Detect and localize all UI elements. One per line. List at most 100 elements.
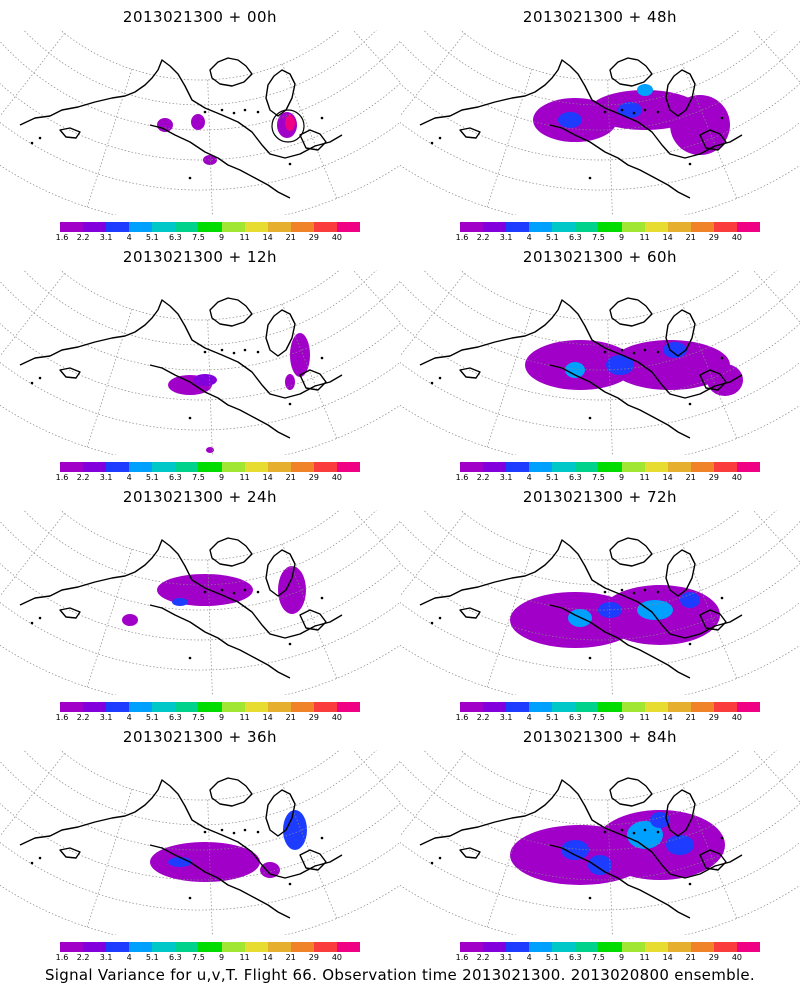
latitude-circle [59, 270, 341, 321]
legend-label: 7.5 [592, 953, 605, 962]
legend-swatch [221, 702, 245, 712]
island [603, 590, 607, 594]
meridian-line [794, 750, 800, 751]
meridian-line [400, 273, 465, 357]
coastline [265, 69, 296, 117]
legend-swatch [313, 222, 337, 232]
coastline [665, 549, 696, 597]
legend-label: 14 [262, 233, 273, 242]
legend-label: 11 [239, 953, 250, 962]
forecast-panel: 2013021300 + 00h 1.6 2.2 3.1 4 5.1 6.3 7.5 9 11 14… [0, 0, 400, 245]
latitude-circle [0, 803, 400, 881]
island [320, 356, 324, 360]
island [188, 656, 192, 660]
latitude-circle [0, 563, 400, 641]
legend-swatch [529, 222, 553, 232]
coastline [59, 847, 81, 859]
variance-region [290, 333, 310, 377]
legend-swatch [175, 942, 199, 952]
legend-swatch [313, 462, 337, 472]
legend-swatch [552, 222, 576, 232]
legend-color-bar [60, 222, 361, 232]
legend-labels: 1.6 2.2 3.1 4 5.1 6.3 7.5 9 11 14 21 29 40 [456, 712, 760, 724]
variance-region [627, 821, 663, 849]
legend-swatch [460, 462, 484, 472]
legend-label: 5.1 [545, 953, 559, 962]
island [588, 656, 592, 660]
color-legend: 1.6 2.2 3.1 4 5.1 6.3 7.5 9 11 14 21 29 40 [56, 942, 361, 966]
latitude-circle [59, 750, 341, 801]
latitude-circle [0, 841, 400, 911]
legend-swatch [598, 942, 622, 952]
latitude-circle [400, 601, 800, 671]
island [588, 896, 592, 900]
island [656, 590, 660, 594]
graticule [0, 510, 400, 695]
island [688, 882, 692, 886]
legend-color-bar [460, 222, 761, 232]
coastlines [419, 57, 743, 199]
island [632, 351, 636, 355]
legend-label: 9 [218, 233, 225, 242]
island [603, 830, 607, 834]
legend-swatch [336, 222, 361, 232]
coastline [299, 369, 327, 391]
legend-label: 4 [126, 713, 132, 722]
island [438, 376, 442, 380]
observation-marker [271, 109, 305, 143]
graticule [0, 30, 400, 215]
legend-swatch [621, 222, 645, 232]
legend-label: 2.2 [76, 713, 90, 722]
coastline [665, 69, 696, 117]
variance-shading [150, 810, 307, 882]
meridian-line [400, 513, 465, 597]
legend-swatch [575, 222, 599, 232]
legend-swatch [290, 222, 314, 232]
coastline [19, 59, 343, 159]
island [188, 896, 192, 900]
legend-swatch [129, 942, 153, 952]
legend-swatch [460, 942, 484, 952]
legend-label: 5.1 [145, 233, 159, 242]
legend-swatch [244, 942, 268, 952]
legend-label: 3.1 [499, 233, 513, 242]
legend-swatch [483, 702, 507, 712]
legend-label: 6.3 [169, 953, 182, 962]
legend-swatch [667, 462, 691, 472]
legend-label: 1.6 [455, 953, 469, 962]
variance-region [193, 374, 217, 386]
legend-swatch [83, 222, 107, 232]
coastline [149, 124, 291, 199]
meridian-line [400, 753, 465, 837]
meridian-line [207, 79, 213, 215]
variance-map [400, 510, 800, 695]
legend-labels: 1.6 2.2 3.1 4 5.1 6.3 7.5 9 11 14 21 29 40 [56, 472, 360, 484]
coastline [149, 604, 291, 679]
coastline [299, 129, 327, 151]
legend-label: 11 [239, 713, 250, 722]
legend-label: 14 [662, 233, 673, 242]
legend-label: 5.1 [145, 953, 159, 962]
island [632, 831, 636, 835]
coastline [299, 849, 327, 871]
meridian-line [607, 319, 613, 455]
coastline [265, 549, 296, 597]
legend-swatch [60, 222, 84, 232]
variance-region [670, 95, 730, 155]
island [438, 136, 442, 140]
legend-label: 40 [731, 473, 743, 482]
legend-label: 7.5 [592, 473, 605, 482]
coastline [699, 369, 727, 391]
coastline [459, 847, 481, 859]
latitude-circle [459, 750, 741, 801]
latitude-circle [400, 803, 800, 881]
legend-label: 5.1 [545, 473, 559, 482]
island [220, 828, 224, 832]
meridian-line [400, 33, 465, 117]
island [643, 108, 647, 112]
legend-label: 14 [662, 473, 673, 482]
legend-labels: 1.6 2.2 3.1 4 5.1 6.3 7.5 9 11 14 21 29 40 [456, 232, 760, 244]
variance-region [122, 614, 138, 626]
legend-swatch [129, 702, 153, 712]
variance-region [260, 862, 280, 878]
